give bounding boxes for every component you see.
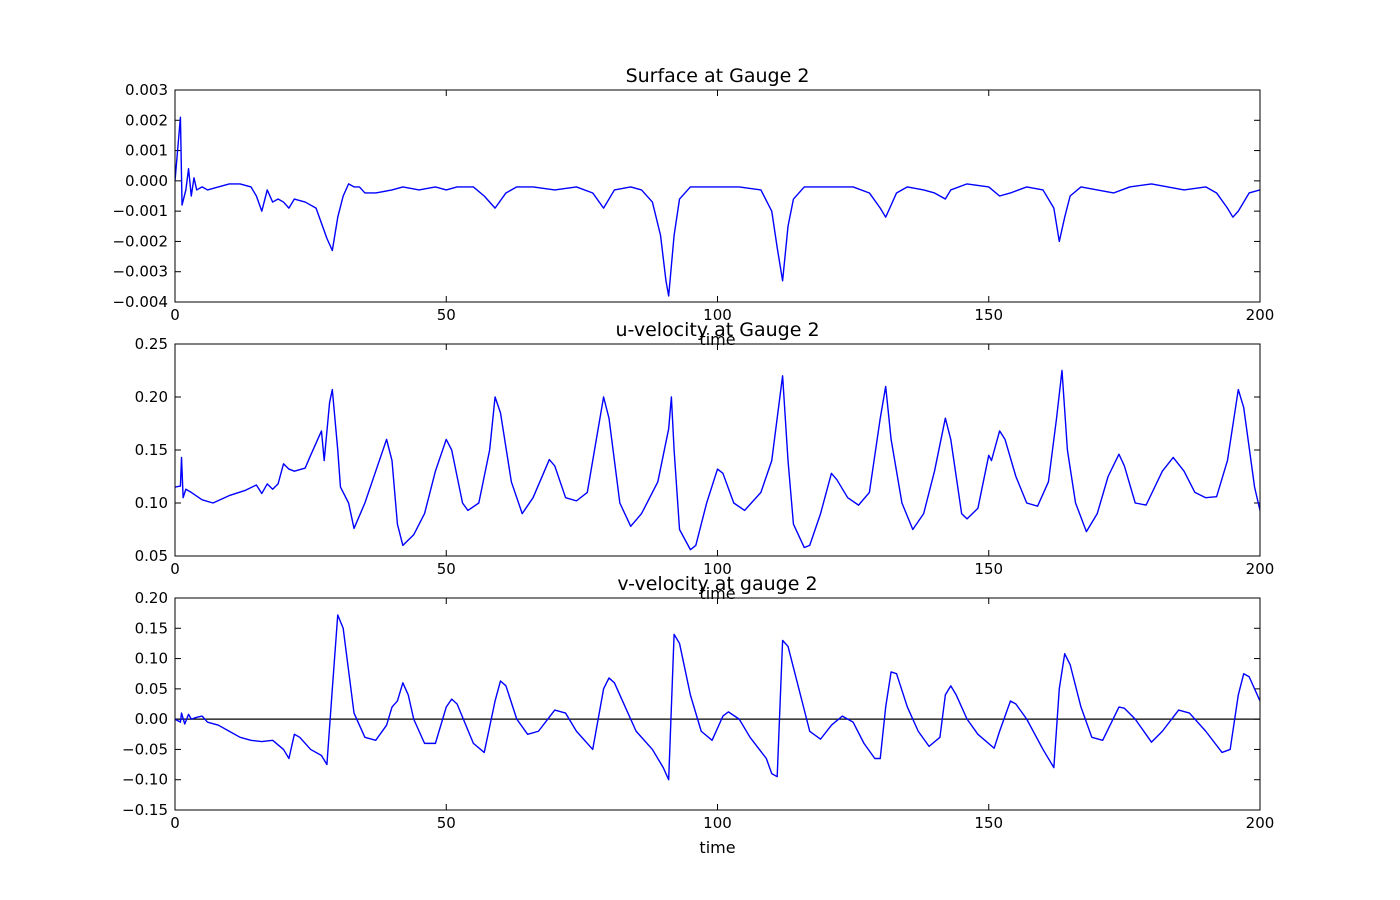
y-tick-label: 0.25 (135, 335, 168, 353)
y-tick-label: 0.20 (135, 388, 168, 406)
axes-frame (174, 597, 1261, 811)
x-tick-label: 200 (1246, 814, 1275, 832)
data-line (175, 116, 1260, 297)
chart-title: v-velocity at gauge 2 (617, 573, 817, 595)
x-tick-label: 50 (437, 814, 456, 832)
chart-title: Surface at Gauge 2 (626, 65, 810, 87)
y-tick-label: 0.10 (135, 650, 168, 668)
x-axis-label: time (699, 838, 735, 857)
y-tick-label: −0.001 (112, 202, 168, 220)
y-tick-label: −0.003 (112, 263, 168, 281)
x-tick-label: 100 (703, 560, 732, 578)
y-tick-label: 0.05 (135, 680, 168, 698)
x-tick-label: 100 (703, 814, 732, 832)
y-tick-label: 0.15 (135, 441, 168, 459)
y-tick-label: 0.20 (135, 589, 168, 607)
x-tick-label: 200 (1246, 306, 1275, 324)
y-tick-label: −0.10 (122, 771, 168, 789)
y-tick-label: −0.002 (112, 232, 168, 250)
y-tick-label: 0.15 (135, 619, 168, 637)
y-tick-label: 0.003 (125, 81, 168, 99)
data-line (175, 614, 1260, 781)
y-tick-label: 0.000 (125, 172, 168, 190)
y-tick-label: 0.10 (135, 494, 168, 512)
x-tick-label: 150 (974, 560, 1003, 578)
x-tick-label: 50 (437, 306, 456, 324)
y-tick-label: 0.002 (125, 111, 168, 129)
y-tick-label: −0.15 (122, 801, 168, 819)
x-tick-label: 150 (974, 306, 1003, 324)
x-tick-label: 200 (1246, 560, 1275, 578)
x-tick-label: 0 (170, 306, 180, 324)
axes-frame (174, 343, 1261, 557)
y-tick-label: −0.05 (122, 740, 168, 758)
chart-title: u-velocity at Gauge 2 (615, 319, 819, 341)
y-tick-label: 0.00 (135, 710, 168, 728)
x-tick-label: 0 (170, 560, 180, 578)
y-tick-label: 0.05 (135, 547, 168, 565)
y-tick-label: −0.004 (112, 293, 168, 311)
x-tick-label: 150 (974, 814, 1003, 832)
x-tick-label: 0 (170, 814, 180, 832)
x-tick-label: 50 (437, 560, 456, 578)
y-tick-label: 0.001 (125, 142, 168, 160)
data-line (175, 369, 1260, 551)
axes-frame (174, 89, 1261, 303)
x-tick-label: 100 (703, 306, 732, 324)
